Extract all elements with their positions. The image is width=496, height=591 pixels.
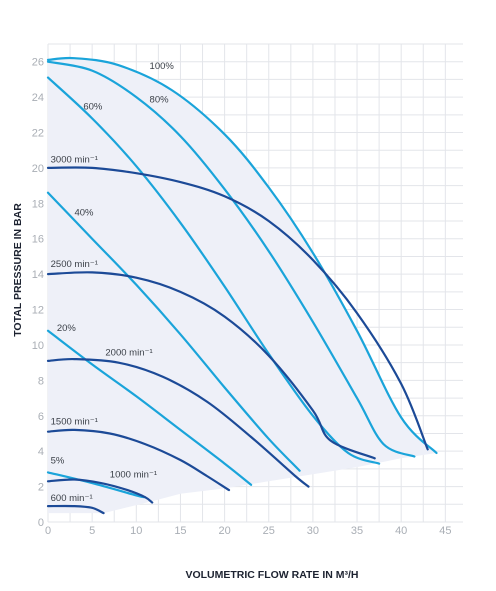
curve-600-min bbox=[46, 504, 105, 515]
y-tick-label: 2 bbox=[38, 482, 44, 494]
x-tick-label: 40 bbox=[395, 525, 407, 537]
y-tick-label: 0 bbox=[38, 517, 44, 529]
x-tick-label: 30 bbox=[307, 525, 319, 537]
x-tick-label: 5 bbox=[89, 525, 95, 537]
curve-label: 20% bbox=[57, 323, 77, 334]
x-tick-label: 10 bbox=[130, 525, 142, 537]
curve-2000-min bbox=[46, 357, 310, 488]
curve-label: 2500 min⁻¹ bbox=[51, 259, 98, 270]
y-tick-label: 14 bbox=[32, 269, 44, 281]
curve-2500-min bbox=[46, 271, 376, 460]
y-tick-label: 22 bbox=[32, 128, 44, 140]
x-tick-label: 35 bbox=[351, 525, 363, 537]
y-tick-label: 16 bbox=[32, 234, 44, 246]
curve-labels: 100% 80% 60% 40% 20% 5% 3000 min⁻¹ 2500 min⁻¹ 20… bbox=[51, 61, 175, 504]
x-axis-title: VOLUMETRIC FLOW RATE IN M³/H bbox=[185, 569, 358, 581]
tick-labels: 0 5 10 15 20 25 30 35 40 450246810121416182022242… bbox=[32, 57, 452, 537]
curve-1000-min bbox=[46, 478, 154, 504]
y-tick-label: 4 bbox=[38, 446, 44, 458]
y-tick-label: 24 bbox=[32, 92, 44, 104]
curve-label: 40% bbox=[74, 208, 94, 219]
x-tick-label: 20 bbox=[218, 525, 230, 537]
y-tick-label: 12 bbox=[32, 305, 44, 317]
curve-20pct bbox=[46, 329, 253, 486]
curve-label: 100% bbox=[150, 61, 175, 72]
y-tick-label: 10 bbox=[32, 340, 44, 352]
curve-100pct bbox=[46, 56, 438, 455]
y-tick-label: 8 bbox=[38, 375, 44, 387]
y-tick-label: 20 bbox=[32, 163, 44, 175]
y-tick-label: 26 bbox=[32, 57, 44, 69]
operating-envelope bbox=[48, 57, 437, 514]
y-tick-label: 18 bbox=[32, 198, 44, 210]
curve-60pct bbox=[46, 76, 381, 465]
curves bbox=[46, 56, 438, 515]
curve-label: 60% bbox=[83, 102, 103, 113]
x-tick-label: 45 bbox=[439, 525, 451, 537]
curve-label: 1000 min⁻¹ bbox=[110, 470, 157, 481]
y-tick-label: 6 bbox=[38, 411, 44, 423]
x-tick-label: 15 bbox=[174, 525, 186, 537]
x-tick-label: 25 bbox=[263, 525, 275, 537]
curve-label: 600 min⁻¹ bbox=[51, 493, 93, 504]
curve-80pct bbox=[46, 60, 416, 458]
curve-label: 5% bbox=[51, 456, 65, 467]
curve-40pct bbox=[46, 191, 301, 472]
curve-label: 80% bbox=[150, 94, 170, 105]
curve-3000-min bbox=[46, 166, 429, 451]
x-tick-label: 0 bbox=[45, 525, 51, 537]
curve-label: 2000 min⁻¹ bbox=[105, 348, 152, 359]
curve-1500-min bbox=[46, 428, 231, 492]
curve-label: 3000 min⁻¹ bbox=[51, 155, 98, 166]
y-axis-title: TOTAL PRESSURE IN BAR bbox=[12, 203, 24, 337]
curve-label: 1500 min⁻¹ bbox=[51, 417, 98, 428]
